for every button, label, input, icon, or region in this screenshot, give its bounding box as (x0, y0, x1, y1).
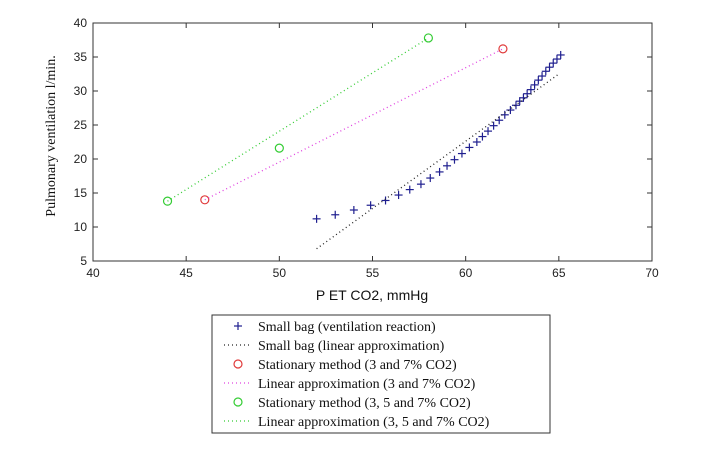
x-tick-label: 55 (366, 266, 380, 280)
data-point-plus (312, 214, 321, 223)
x-tick-label: 40 (86, 266, 100, 280)
plot-area: 40 45 50 55 60 65 70 5 10 15 20 25 30 35 40 (74, 16, 659, 280)
x-tick-label: 50 (273, 266, 287, 280)
data-point-plus (538, 72, 547, 81)
data-point-plus (405, 185, 414, 194)
data-point-plus (511, 101, 520, 110)
data-point-plus (366, 201, 375, 210)
data-point-plus (416, 180, 425, 189)
data-point-circle (162, 196, 173, 206)
y-tick-label: 20 (74, 152, 88, 166)
y-tick-label: 35 (74, 50, 88, 64)
data-point-plus (472, 138, 481, 146)
data-point-plus (450, 155, 459, 164)
y-tick-label: 15 (74, 186, 88, 200)
data-point-plus (349, 206, 358, 214)
data-point-plus (435, 167, 444, 176)
y-axis-label: Pulmonary ventilation l/min. (44, 55, 59, 216)
data-point-plus (465, 143, 474, 152)
data-point-plus (484, 127, 493, 136)
series-line (167, 37, 429, 202)
legend-entry-label: Stationary method (3, 5 and 7% CO2) (258, 396, 471, 411)
x-tick-label: 70 (645, 266, 659, 280)
data-point-plus (526, 85, 535, 94)
data-point-plus (556, 50, 565, 59)
data-point-circle (200, 195, 210, 205)
y-tick-label: 40 (74, 16, 88, 30)
data-point-plus (443, 161, 452, 170)
data-point-circle (498, 44, 508, 54)
legend-entry-label: Small bag (ventilation reaction) (258, 320, 436, 335)
y-tick-label: 30 (74, 84, 88, 98)
x-tick-label: 65 (552, 266, 566, 280)
data-point-plus (478, 132, 487, 141)
data-point-plus (534, 76, 543, 85)
data-point-plus (515, 97, 524, 106)
series-line (316, 73, 560, 250)
data-point-plus (457, 149, 466, 158)
x-axis-label: P ET CO2, mmHg (316, 287, 428, 303)
x-tick-label: 60 (459, 266, 473, 280)
legend-symbol-plus (234, 322, 242, 330)
legend-entry-label: Linear approximation (3 and 7% CO2) (258, 377, 476, 392)
plot-frame (92, 22, 653, 262)
legend-entry-label: Linear approximation (3, 5 and 7% CO2) (258, 415, 490, 430)
legend-symbol-circle (233, 359, 243, 369)
data-point-plus (530, 80, 539, 89)
y-tick-label: 5 (80, 254, 87, 268)
legend-box (211, 314, 551, 434)
data-point-plus (552, 55, 561, 64)
legend-entry-label: Small bag (linear approximation) (258, 339, 445, 354)
legend: Small bag (ventilation reaction) Small ba… (211, 314, 551, 434)
data-point-plus (545, 63, 554, 72)
data-point-plus (523, 89, 532, 98)
x-tick-label: 45 (179, 266, 193, 280)
data-point-plus (519, 93, 528, 102)
data-point-plus (426, 174, 435, 183)
data-point-circle (423, 33, 433, 43)
data-point-plus (394, 191, 403, 200)
data-point-plus (331, 210, 340, 219)
legend-entry-label: Stationary method (3 and 7% CO2) (258, 358, 457, 373)
data-point-plus (489, 121, 498, 130)
y-tick-label: 10 (74, 220, 88, 234)
data-point-plus (541, 67, 550, 76)
data-point-plus (381, 196, 390, 205)
legend-symbol-circle (233, 397, 243, 407)
data-point-plus (506, 106, 515, 115)
series-line (204, 48, 504, 201)
data-point-plus (549, 59, 558, 68)
y-tick-label: 25 (74, 118, 88, 132)
data-point-circle (274, 143, 284, 153)
